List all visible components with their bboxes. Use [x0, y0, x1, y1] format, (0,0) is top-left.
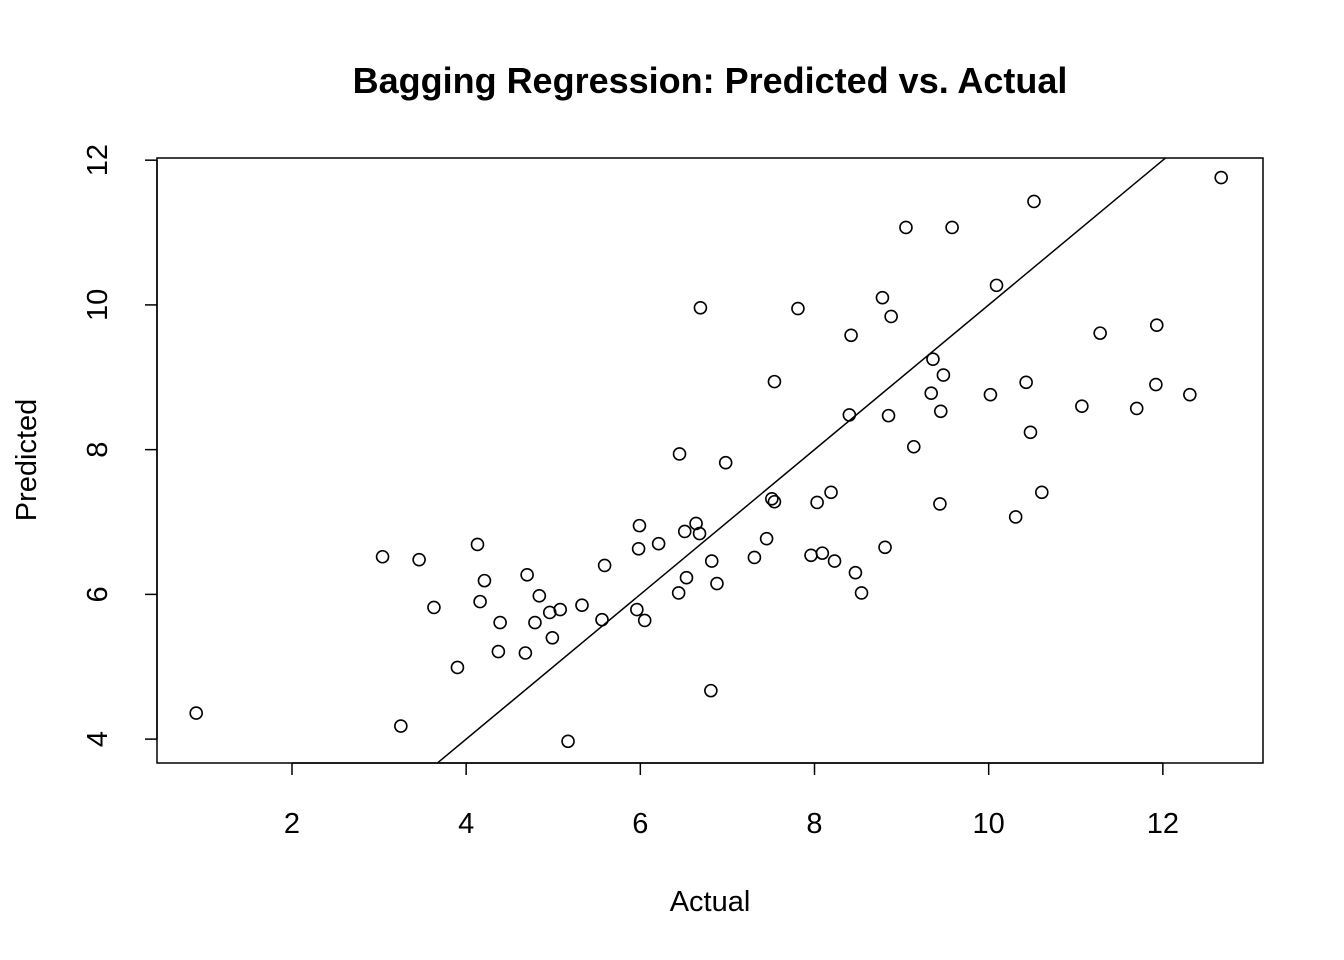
- data-point: [933, 404, 948, 419]
- data-point: [679, 570, 694, 585]
- data-point: [632, 518, 647, 533]
- data-point: [595, 612, 609, 627]
- data-point: [597, 558, 612, 573]
- data-point: [1183, 387, 1197, 402]
- x-axis: 2 4 6 8 10 12: [284, 762, 1179, 840]
- data-point: [827, 554, 842, 568]
- data-point: [630, 602, 644, 617]
- data-point: [933, 497, 947, 511]
- y-axis: 4 6 8 10 12: [82, 144, 158, 747]
- data-point: [906, 439, 921, 454]
- data-point: [692, 526, 707, 541]
- x-tick-label: 10: [973, 808, 1005, 840]
- data-point: [747, 550, 762, 565]
- data-point: [520, 568, 534, 582]
- data-point: [637, 613, 652, 628]
- data-point: [815, 546, 830, 560]
- data-point: [854, 586, 869, 600]
- x-tick-label: 8: [806, 808, 822, 840]
- data-point: [532, 589, 547, 603]
- data-point: [651, 536, 666, 551]
- x-tick-label: 4: [458, 808, 474, 840]
- data-point: [945, 220, 959, 235]
- data-point: [671, 586, 686, 600]
- data-point: [375, 549, 390, 564]
- data-point: [412, 552, 426, 567]
- data-point: [427, 600, 441, 615]
- data-point: [1129, 401, 1144, 416]
- data-point: [518, 646, 533, 660]
- data-point: [765, 492, 779, 506]
- x-tick-label: 12: [1147, 808, 1179, 840]
- data-point: [491, 644, 506, 659]
- data-point: [924, 386, 939, 400]
- data-point: [1149, 377, 1163, 392]
- data-point: [759, 531, 774, 546]
- y-tick-label: 6: [82, 586, 114, 602]
- plot-area: [189, 158, 1228, 763]
- data-point: [899, 220, 913, 235]
- data-point: [878, 540, 892, 555]
- data-point: [545, 631, 560, 645]
- data-point: [884, 309, 898, 324]
- chart-title: Bagging Regression: Predicted vs. Actual: [353, 60, 1068, 101]
- y-tick-label: 10: [82, 289, 114, 321]
- x-tick-label: 6: [632, 808, 648, 840]
- data-point: [710, 576, 724, 591]
- data-point: [1035, 485, 1049, 500]
- data-point: [824, 485, 838, 500]
- data-point: [493, 615, 507, 630]
- data-point: [561, 734, 575, 749]
- data-point: [1008, 510, 1023, 524]
- data-point: [470, 537, 485, 552]
- data-point: [693, 301, 708, 315]
- data-point: [767, 494, 782, 509]
- data-point: [553, 602, 568, 617]
- data-point: [767, 374, 782, 389]
- data-point: [1093, 326, 1107, 340]
- x-tick-label: 2: [284, 808, 300, 840]
- data-point: [1075, 399, 1089, 414]
- data-point: [926, 352, 940, 366]
- data-point: [844, 328, 858, 343]
- data-point: [983, 387, 998, 402]
- data-point: [189, 706, 203, 720]
- data-point: [791, 301, 805, 316]
- data-point: [718, 455, 733, 470]
- data-point: [394, 719, 408, 733]
- data-point: [804, 548, 818, 563]
- data-point: [704, 683, 718, 698]
- data-point: [936, 368, 951, 382]
- y-axis-label: Predicted: [11, 399, 43, 522]
- y-tick-label: 12: [82, 144, 114, 176]
- data-point: [1149, 318, 1164, 332]
- data-point: [875, 290, 890, 305]
- data-point: [881, 408, 896, 423]
- data-point: [672, 447, 687, 461]
- data-point: [631, 541, 646, 556]
- data-point: [842, 408, 857, 422]
- data-point: [1019, 375, 1033, 390]
- y-tick-label: 8: [82, 442, 114, 458]
- data-point: [473, 594, 487, 609]
- data-point: [1027, 194, 1041, 209]
- reference-line: [436, 158, 1167, 763]
- data-point: [477, 573, 492, 588]
- data-point: [704, 554, 719, 568]
- plot-frame: [156, 157, 1264, 764]
- data-point: [575, 598, 589, 613]
- data-point: [450, 660, 465, 675]
- data-point: [1023, 425, 1038, 440]
- data-point: [528, 615, 542, 630]
- data-point: [810, 495, 824, 510]
- x-axis-label: Actual: [670, 886, 751, 918]
- y-tick-label: 4: [82, 731, 114, 747]
- data-point: [677, 524, 692, 539]
- data-point: [1214, 170, 1228, 185]
- data-point: [989, 278, 1004, 293]
- data-point: [848, 565, 863, 580]
